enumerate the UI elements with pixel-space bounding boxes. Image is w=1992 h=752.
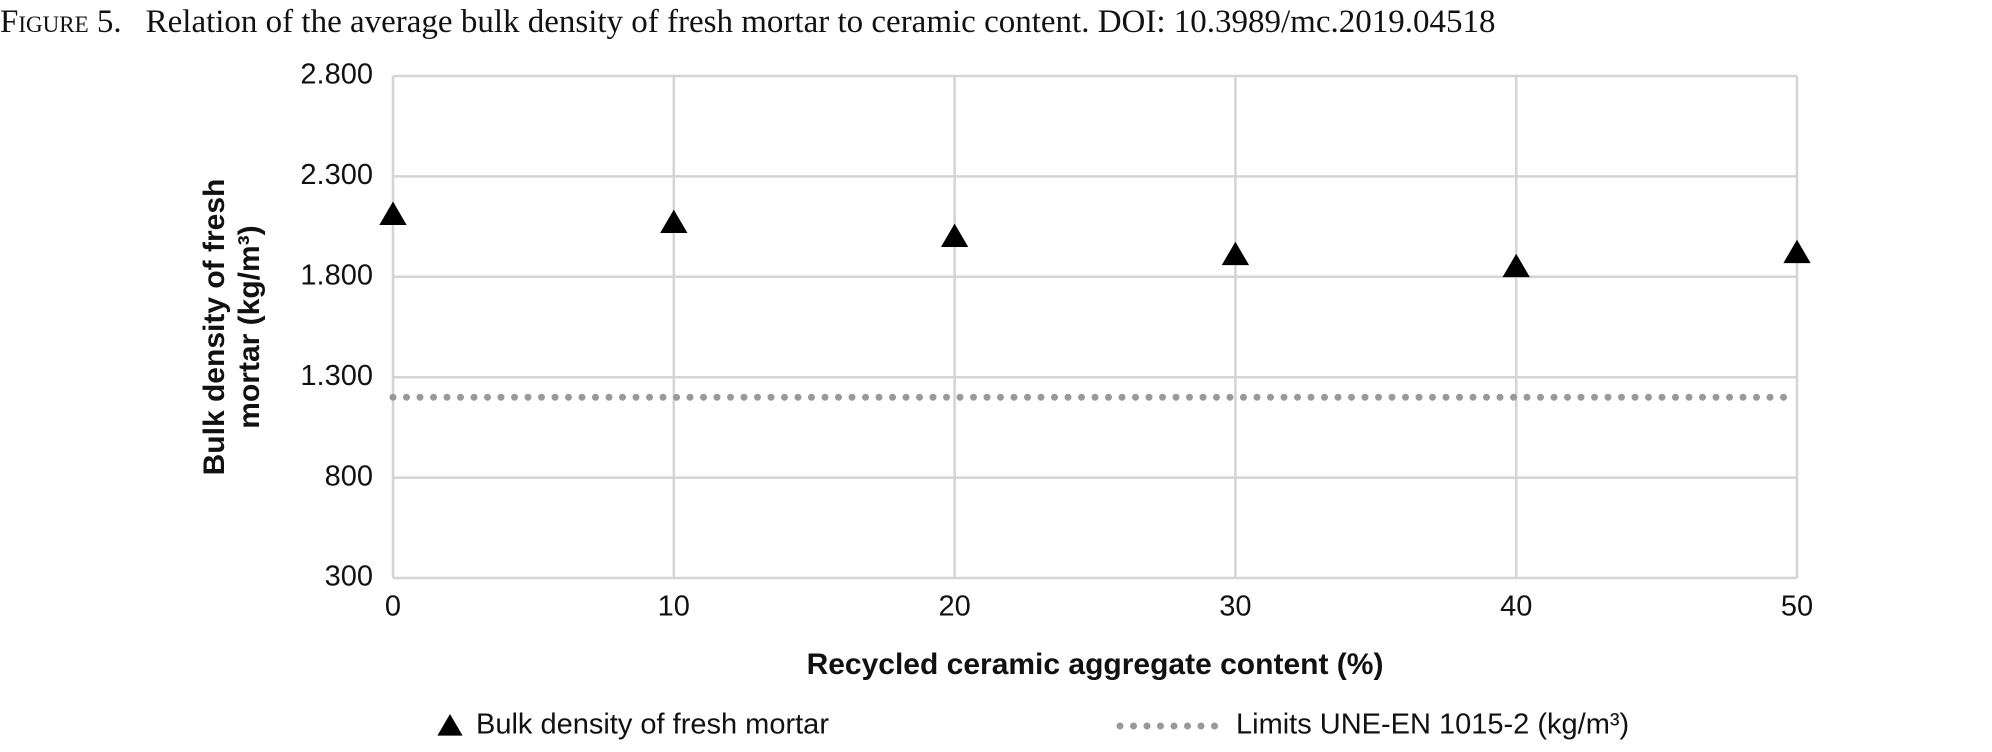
legend-swatch <box>437 714 463 736</box>
x-axis-label: Recycled ceramic aggregate content (%) <box>807 648 1384 681</box>
y-tick-label: 2.300 <box>300 159 373 191</box>
y-tick-label: 1.800 <box>300 259 373 291</box>
data-point <box>660 209 688 233</box>
data-point <box>379 201 407 225</box>
y-tick-label: 1.300 <box>300 360 373 392</box>
x-tick-label: 20 <box>938 591 970 623</box>
caption-label: Figure 5. <box>0 4 122 40</box>
x-tick-label: 50 <box>1781 591 1813 623</box>
y-axis-label: Bulk density of fresh mortar (kg/m³) <box>198 178 266 476</box>
caption-text: Relation of the average bulk density of … <box>145 4 1496 40</box>
data-point <box>1783 239 1811 264</box>
x-tick-label: 0 <box>385 591 401 623</box>
y-tick-label: 800 <box>325 460 373 492</box>
legend-label: Bulk density of fresh mortar <box>476 709 829 741</box>
data-point <box>1221 241 1250 266</box>
y-tick-label: 300 <box>325 561 373 593</box>
x-tick-label: 40 <box>1500 591 1532 623</box>
x-tick-label: 10 <box>658 591 690 623</box>
x-tick-label: 30 <box>1219 591 1251 623</box>
caption: Figure 5. Relation of the average bulk de… <box>0 4 1992 41</box>
legend-label: Limits UNE-EN 1015-2 (kg/m³) <box>1236 709 1629 741</box>
data-point <box>1502 253 1530 278</box>
data-point <box>940 223 969 248</box>
y-tick-label: 2.800 <box>300 59 373 91</box>
